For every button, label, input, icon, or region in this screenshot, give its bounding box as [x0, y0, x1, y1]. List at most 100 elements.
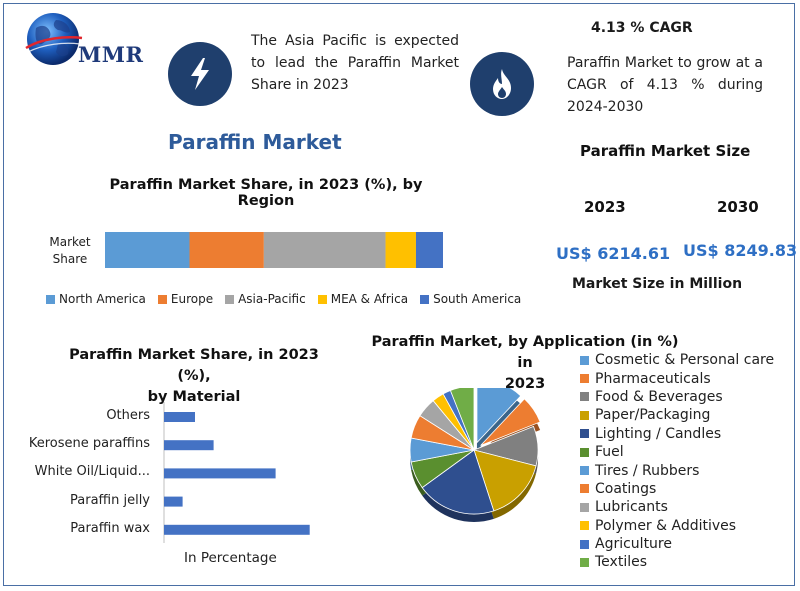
pie-slice-pharmaceuticals: [480, 398, 541, 446]
legend-label: Polymer & Additives: [595, 517, 737, 534]
material-x-axis-label: In Percentage: [184, 550, 277, 566]
application-pie-chart: [409, 388, 541, 522]
page-title: Paraffin Market: [168, 130, 342, 154]
region-legend-item-south-america: South America: [420, 292, 521, 306]
material-category-label: Paraffin wax: [70, 520, 150, 536]
legend-label: MEA & Africa: [330, 292, 409, 306]
legend-label: Lighting / Candles: [595, 425, 722, 442]
legend-label: North America: [59, 292, 146, 306]
application-legend-item-agriculture: Agriculture: [580, 535, 774, 553]
material-category-label: Kerosene paraffins: [28, 436, 150, 452]
region-bar-segment-north-america: [105, 232, 190, 268]
application-legend-item-paper-packaging: Paper/Packaging: [580, 406, 774, 424]
material-bar-others: [164, 412, 195, 422]
legend-label: Lubricants: [595, 499, 668, 516]
application-legend-item-pharmaceuticals: Pharmaceuticals: [580, 369, 774, 387]
legend-swatch: [46, 294, 55, 304]
legend-label: Asia-Pacific: [238, 292, 306, 306]
infographic-frame: [3, 3, 795, 586]
legend-swatch: [580, 374, 589, 384]
region-stacked-bar: [105, 232, 443, 268]
application-legend-item-lubricants: Lubricants: [580, 498, 774, 516]
legend-label: Paper/Packaging: [595, 407, 711, 424]
region-bar-segment-mea-africa: [385, 232, 416, 268]
legend-swatch: [580, 484, 589, 494]
legend-swatch: [580, 447, 589, 457]
legend-label: South America: [433, 292, 522, 306]
application-legend-item-cosmetic-personal-care: Cosmetic & Personal care: [580, 351, 774, 369]
application-title-line-2: 2023: [504, 376, 546, 392]
pie-slice-paper-packaging: [473, 449, 537, 512]
region-category-line-2: Share: [52, 252, 88, 266]
region-bar-segment-south-america: [415, 232, 443, 268]
material-bar-paraffin-wax: [164, 524, 310, 535]
pie-slice-lighting-candles: [421, 449, 495, 515]
legend-swatch: [580, 466, 589, 476]
year-2023-label: 2023: [584, 198, 626, 216]
legend-label: Pharmaceuticals: [595, 370, 711, 387]
material-bar-paraffin-jelly: [164, 496, 183, 507]
application-legend-item-polymer-additives: Polymer & Additives: [580, 517, 774, 535]
material-category-label: Paraffin jelly: [70, 492, 150, 508]
region-bar-segment-asia-pacific: [263, 232, 386, 268]
material-bar-white-oil-liquid: [164, 468, 276, 479]
material-title-line-2: by Material: [147, 389, 241, 405]
application-legend-item-lighting-candles: Lighting / Candles: [580, 425, 774, 443]
pie-slice-cosmetic-personal-care: [476, 388, 522, 444]
application-legend-item-textiles: Textiles: [580, 553, 774, 571]
legend-swatch: [580, 502, 589, 512]
legend-swatch: [225, 294, 235, 304]
cagr-text: Paraffin Market to grow at a CAGR of 4.1…: [567, 55, 763, 115]
legend-swatch: [420, 294, 430, 304]
lightning-bolt-icon: [168, 42, 232, 106]
region-legend: North America Europe Asia-Pacific MEA & Afr…: [46, 292, 521, 306]
legend-swatch: [580, 410, 589, 420]
region-legend-item-asia-pacific: Asia-Pacific: [225, 292, 306, 306]
legend-swatch: [580, 392, 589, 402]
region-lead-text: The Asia Pacific is expected to lead the…: [251, 33, 459, 93]
legend-label: Coatings: [595, 480, 657, 497]
year-2030-label: 2030: [717, 198, 759, 216]
material-category-label: Others: [106, 408, 150, 423]
legend-label: Europe: [170, 292, 214, 306]
material-title-line-1: Paraffin Market Share, in 2023 (%),: [69, 347, 319, 384]
region-legend-item-north-america: North America: [46, 292, 146, 306]
material-chart-title: Paraffin Market Share, in 2023 (%), by M…: [52, 345, 336, 408]
application-legend-item-coatings: Coatings: [580, 480, 774, 498]
application-legend-item-food-beverages: Food & Beverages: [580, 388, 774, 406]
value-2030: US$ 8249.83: [683, 241, 798, 260]
globe-icon: [25, 13, 83, 65]
flame-icon: [470, 52, 534, 116]
logo-text: MMR: [78, 42, 144, 67]
legend-label: Textiles: [595, 554, 648, 571]
value-2023: US$ 6214.61: [556, 244, 671, 263]
legend-swatch: [580, 355, 589, 365]
region-category-line-1: Market: [49, 235, 91, 249]
legend-label: Tires / Rubbers: [595, 462, 700, 479]
legend-swatch: [580, 521, 589, 531]
legend-swatch: [580, 557, 589, 567]
application-legend-item-fuel: Fuel: [580, 443, 774, 461]
pie-slice-textiles: [449, 388, 475, 451]
region-chart-title: Paraffin Market Share, in 2023 (%), by R…: [109, 177, 423, 209]
material-bar-kerosene-paraffins: [164, 440, 214, 451]
legend-swatch: [580, 539, 589, 549]
legend-swatch: [317, 294, 327, 304]
market-size-heading: Paraffin Market Size: [580, 142, 751, 160]
legend-label: Agriculture: [595, 536, 672, 553]
region-bar-segment-europe: [189, 232, 264, 268]
material-category-label: White Oil/Liquid...: [34, 464, 150, 480]
application-chart-title: Paraffin Market, by Application (in %) i…: [370, 332, 680, 395]
market-size-unit-note: Market Size in Million: [572, 276, 743, 292]
region-legend-item-mea-africa: MEA & Africa: [317, 292, 409, 306]
legend-label: Food & Beverages: [595, 388, 723, 405]
material-bar-chart: [163, 402, 310, 543]
legend-label: Cosmetic & Personal care: [595, 352, 775, 369]
legend-label: Fuel: [595, 444, 624, 461]
cagr-heading: 4.13 % CAGR: [591, 20, 693, 36]
application-legend: Cosmetic & Personal care Pharmaceuticals F…: [580, 351, 774, 572]
application-title-line-1: Paraffin Market, by Application (in %) i…: [371, 334, 679, 371]
region-legend-item-europe: Europe: [157, 292, 214, 306]
legend-swatch: [580, 429, 589, 439]
region-category-label: Market Share: [40, 234, 100, 268]
